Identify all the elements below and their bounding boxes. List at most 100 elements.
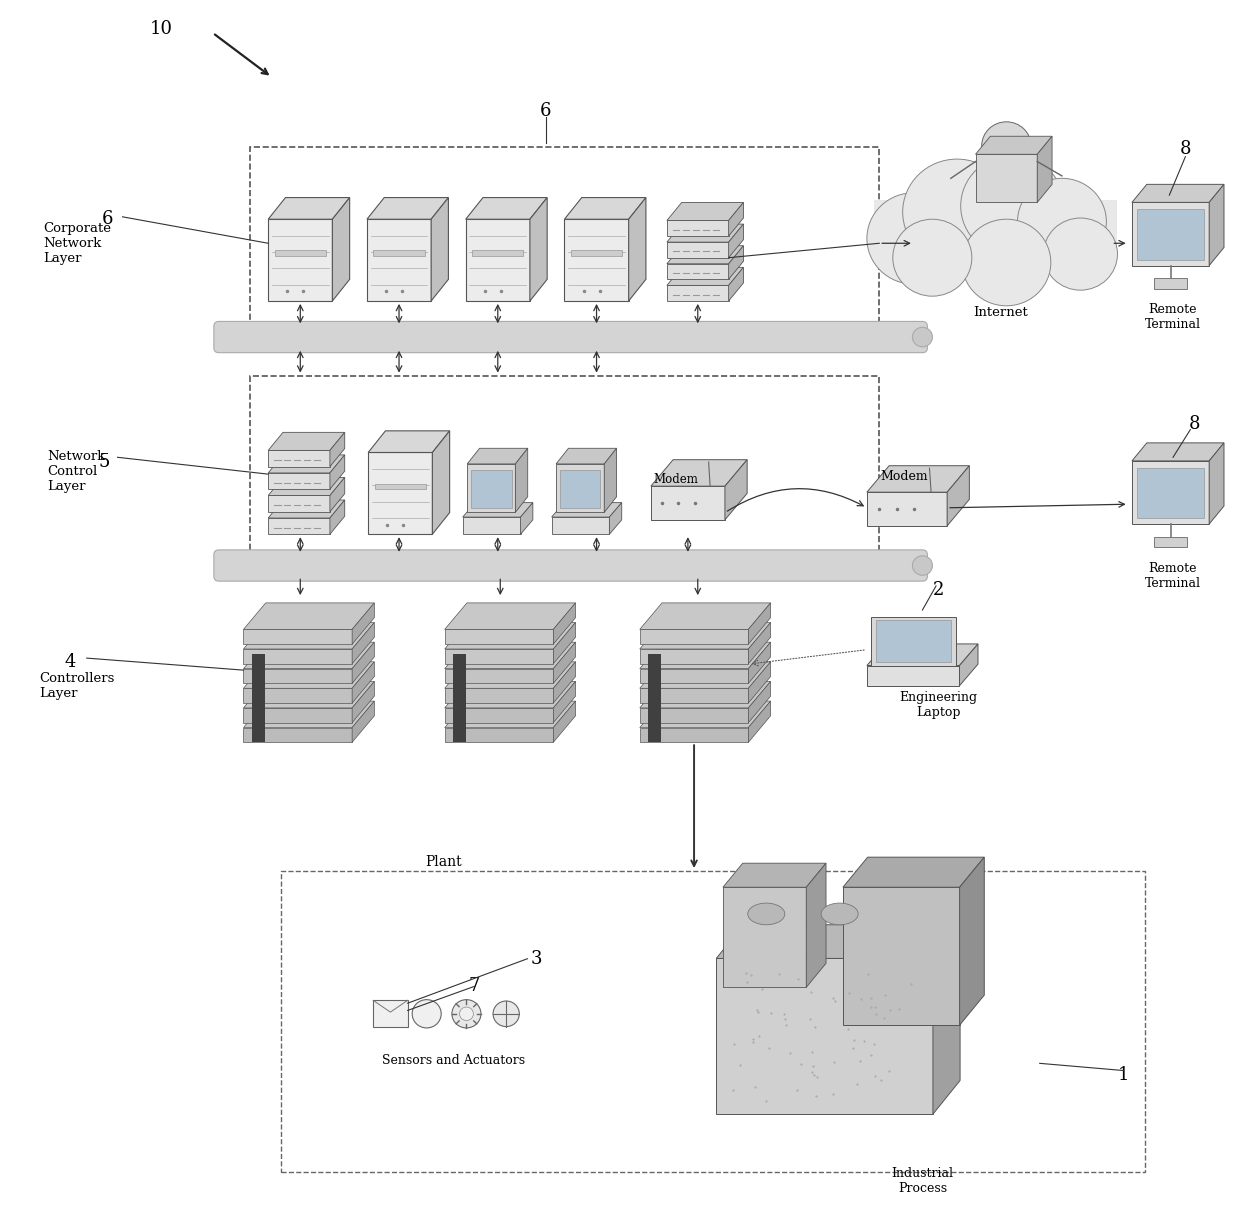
Polygon shape [729,223,744,257]
Bar [1153,278,1188,289]
Polygon shape [556,448,616,464]
Polygon shape [243,669,352,684]
Polygon shape [352,662,374,703]
Polygon shape [268,455,345,474]
Bar [373,1000,408,1027]
Text: Internet: Internet [973,306,1028,319]
Circle shape [961,156,1064,256]
Polygon shape [445,669,553,684]
Text: Engineering
Laptop: Engineering Laptop [899,691,977,719]
Ellipse shape [821,904,858,925]
Polygon shape [749,662,770,703]
Polygon shape [651,460,748,486]
Polygon shape [552,503,621,517]
Polygon shape [640,727,749,742]
Polygon shape [1132,443,1224,461]
Circle shape [962,219,1050,306]
Polygon shape [806,864,826,987]
Circle shape [412,1000,441,1028]
Polygon shape [268,432,345,451]
Text: Modem: Modem [653,474,698,486]
Polygon shape [243,701,374,727]
Polygon shape [1209,185,1224,266]
Bar [1153,536,1188,547]
Polygon shape [330,432,345,466]
Bar [649,654,661,742]
Text: Plant: Plant [425,854,461,869]
Bar [249,376,879,558]
Polygon shape [243,681,374,708]
Text: Remote
Terminal: Remote Terminal [1145,562,1202,590]
Polygon shape [667,223,744,242]
Bar [560,470,600,507]
Text: Industrial
Process: Industrial Process [892,1167,954,1195]
Polygon shape [640,643,770,669]
Polygon shape [243,708,352,722]
Polygon shape [640,669,749,684]
Polygon shape [352,643,374,684]
FancyBboxPatch shape [213,321,928,353]
Text: Remote
Terminal: Remote Terminal [1145,303,1202,331]
Polygon shape [843,887,960,1026]
Polygon shape [867,492,947,525]
Polygon shape [729,245,744,279]
Polygon shape [466,198,547,219]
Polygon shape [604,448,616,512]
Bar [280,871,1145,1172]
Text: 7: 7 [469,977,480,995]
Polygon shape [243,689,352,703]
Polygon shape [976,137,1052,155]
Polygon shape [352,603,374,644]
Polygon shape [667,285,729,301]
Text: 4: 4 [64,652,77,670]
Polygon shape [749,643,770,684]
Polygon shape [445,689,553,703]
Polygon shape [243,629,352,644]
Polygon shape [521,503,533,534]
Polygon shape [463,517,521,534]
Polygon shape [243,727,352,742]
Polygon shape [667,263,729,279]
Text: 2: 2 [932,581,944,599]
Text: Sensors and Actuators: Sensors and Actuators [382,1053,525,1067]
Polygon shape [552,517,609,534]
Polygon shape [629,198,646,301]
Circle shape [903,159,1012,265]
Polygon shape [640,622,770,649]
Polygon shape [433,431,450,534]
Text: 5: 5 [98,453,109,471]
Polygon shape [1037,137,1052,203]
Polygon shape [368,453,433,534]
Polygon shape [749,701,770,742]
Polygon shape [445,649,553,663]
Polygon shape [330,455,345,489]
Ellipse shape [748,904,785,925]
Text: 8: 8 [1188,414,1200,432]
Polygon shape [729,267,744,301]
Polygon shape [843,858,985,887]
Bar [249,147,879,330]
Polygon shape [516,448,528,512]
Polygon shape [367,198,449,219]
Bar [454,654,466,742]
Polygon shape [749,622,770,663]
Circle shape [913,556,932,575]
Polygon shape [651,486,725,519]
Bar [252,654,265,742]
Polygon shape [667,245,744,263]
Polygon shape [640,681,770,708]
Polygon shape [529,198,547,301]
Polygon shape [729,203,744,236]
Bar [875,621,951,662]
Polygon shape [640,662,770,689]
Polygon shape [874,201,1117,262]
Polygon shape [445,662,575,689]
Polygon shape [667,203,744,221]
Polygon shape [553,643,575,684]
Polygon shape [867,666,960,686]
Text: 6: 6 [541,101,552,120]
Polygon shape [352,622,374,663]
Bar [274,250,326,256]
Polygon shape [467,464,516,512]
Polygon shape [723,864,826,887]
